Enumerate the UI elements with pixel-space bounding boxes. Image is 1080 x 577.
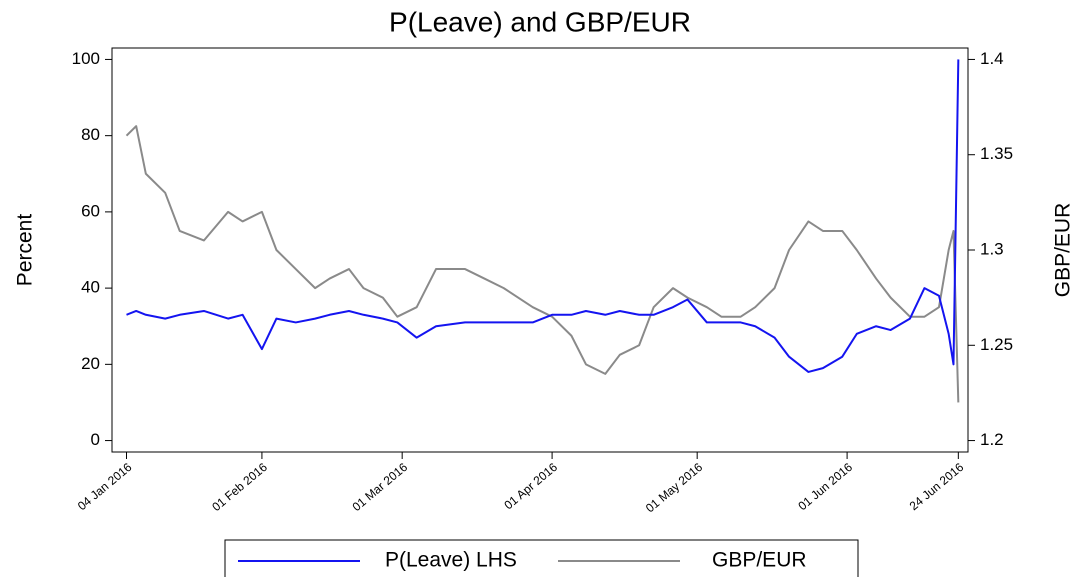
x-tick-label: 01 Mar 2016 [350,460,411,514]
x-tick-label: 01 Apr 2016 [501,460,560,513]
y-tick-label: 80 [81,125,100,144]
y-tick-label: 0 [91,430,100,449]
y-tick-label: 40 [81,278,100,297]
chart-title: P(Leave) and GBP/EUR [389,6,691,37]
y2-tick-label: 1.2 [980,430,1004,449]
legend-box [224,539,859,577]
y-axis-label: Percent [14,214,37,287]
y2-tick-label: 1.3 [980,239,1004,258]
x-tick-label: 01 May 2016 [643,460,705,516]
y2-axis-label: GBP/EUR [1052,203,1075,298]
plot-frame [111,47,969,453]
y2-tick-label: 1.25 [980,335,1013,354]
x-tick-label: 04 Jan 2016 [75,460,135,513]
series-line [126,59,960,373]
legend-label: P(Leave) LHS [385,549,517,572]
y-tick-label: 60 [81,201,100,220]
y-tick-label: 20 [81,354,100,373]
x-tick-label: 01 Feb 2016 [209,460,270,514]
series-line [125,125,960,403]
y-tick-label: 100 [72,49,100,68]
x-tick-label: 24 Jun 2016 [907,460,967,513]
x-tick-label: 01 Jun 2016 [795,460,855,513]
y2-tick-label: 1.35 [980,144,1013,163]
legend-label: GBP/EUR [712,549,807,572]
y2-tick-label: 1.4 [980,49,1004,68]
